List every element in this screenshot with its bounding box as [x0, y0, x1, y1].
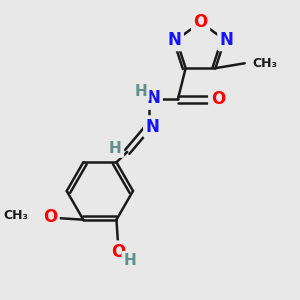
- Text: methoxy: methoxy: [20, 215, 26, 216]
- Text: H: H: [124, 253, 136, 268]
- Text: H: H: [109, 141, 122, 156]
- Text: N: N: [168, 31, 182, 49]
- Text: CH₃: CH₃: [4, 209, 29, 222]
- Text: O: O: [211, 90, 225, 108]
- Text: CH₃: CH₃: [253, 57, 278, 70]
- Text: N: N: [146, 118, 160, 136]
- Text: N: N: [147, 89, 160, 107]
- Text: H: H: [134, 84, 147, 99]
- Text: O: O: [194, 13, 208, 31]
- Text: N: N: [220, 31, 234, 49]
- Text: O: O: [43, 208, 57, 226]
- Text: O: O: [111, 243, 125, 261]
